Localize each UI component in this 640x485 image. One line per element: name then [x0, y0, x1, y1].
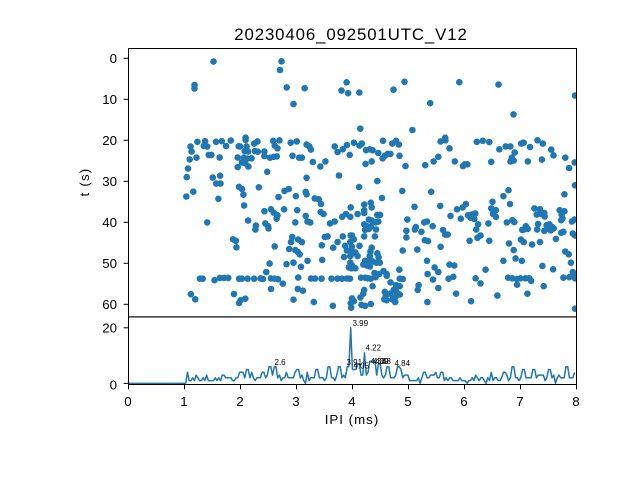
svg-text:0: 0	[110, 378, 117, 393]
svg-text:4.05: 4.05	[354, 362, 370, 371]
svg-text:4.22: 4.22	[366, 344, 382, 353]
svg-text:4.33: 4.33	[371, 357, 387, 366]
svg-text:4.39: 4.39	[373, 357, 389, 366]
svg-text:20: 20	[102, 133, 117, 148]
svg-text:4: 4	[348, 394, 355, 409]
svg-text:0: 0	[110, 51, 117, 66]
svg-text:30: 30	[102, 174, 117, 189]
svg-text:0: 0	[124, 394, 131, 409]
svg-text:5: 5	[404, 394, 411, 409]
svg-text:1: 1	[180, 394, 187, 409]
svg-text:40: 40	[102, 215, 117, 230]
svg-text:IPI (ms): IPI (ms)	[325, 412, 380, 427]
svg-text:20: 20	[102, 321, 117, 336]
svg-text:20230406_092501UTC_V12: 20230406_092501UTC_V12	[234, 25, 467, 44]
svg-text:2: 2	[236, 394, 243, 409]
svg-text:60: 60	[102, 297, 117, 312]
svg-text:4.84: 4.84	[395, 359, 411, 368]
svg-text:3: 3	[292, 394, 299, 409]
svg-text:6: 6	[460, 394, 467, 409]
svg-text:8: 8	[572, 394, 579, 409]
svg-text:7: 7	[516, 394, 523, 409]
svg-text:4.48: 4.48	[375, 357, 391, 366]
svg-text:50: 50	[102, 256, 117, 271]
svg-text:2.6: 2.6	[275, 358, 287, 367]
svg-text:3.99: 3.99	[353, 319, 369, 328]
svg-text:t (s): t (s)	[77, 168, 92, 197]
svg-text:3.91: 3.91	[347, 358, 363, 367]
svg-text:10: 10	[102, 92, 117, 107]
